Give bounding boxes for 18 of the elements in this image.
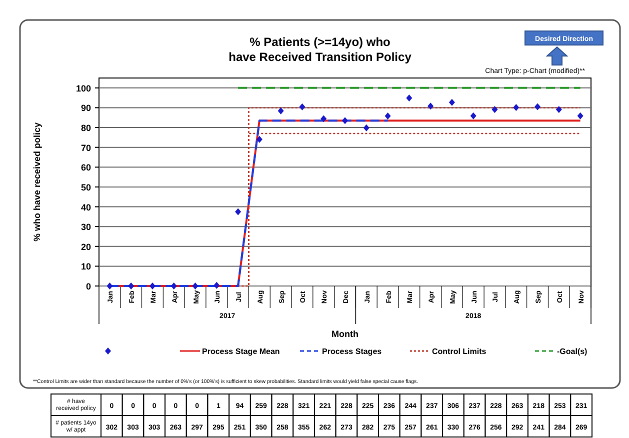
- y-tick-label: 80: [80, 123, 91, 134]
- legend-label: Process Stage Mean: [202, 347, 280, 356]
- chart-title: % Patients (>=14yo) who have Received Transition Policy: [228, 35, 412, 64]
- legend-label: Process Stages: [322, 347, 382, 356]
- y-tick-label: 50: [80, 182, 91, 192]
- y-axis-title: % who have received policy: [32, 122, 42, 242]
- y-tick-label: 70: [80, 142, 91, 153]
- y-tick-label: 0: [86, 282, 91, 292]
- legend-label: -Goal(s): [557, 347, 588, 356]
- x-axis-title: Month: [332, 329, 358, 339]
- y-tick-label: 40: [80, 202, 91, 212]
- y-tick-label: 10: [80, 262, 91, 272]
- y-tick-label: 20: [80, 242, 91, 252]
- y-tick-label: 90: [80, 103, 91, 114]
- legend-label: Control Limits: [432, 347, 487, 356]
- y-tick-label: 60: [80, 162, 91, 173]
- y-tick-label: 30: [80, 222, 91, 232]
- y-tick-label: 100: [76, 83, 91, 94]
